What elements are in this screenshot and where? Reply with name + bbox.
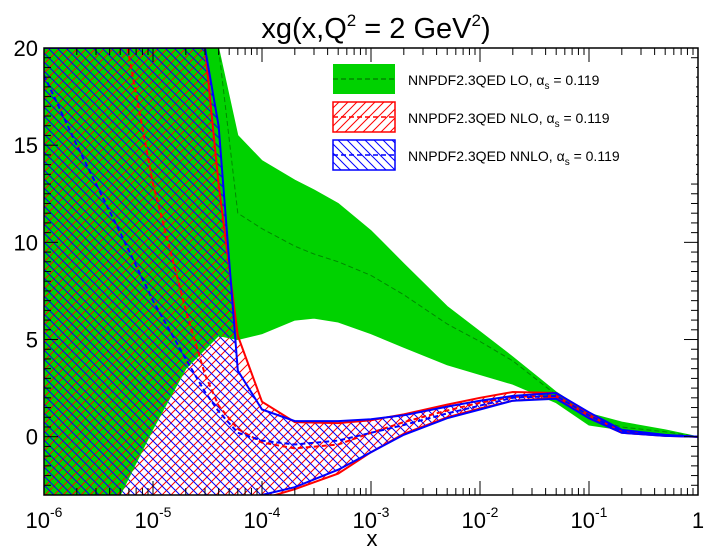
- y-tick-label: 10: [14, 230, 38, 255]
- x-tick-label: 10-3: [353, 504, 390, 533]
- y-tick-label: 0: [26, 425, 38, 450]
- nlo-central-line: [126, 48, 698, 450]
- x-tick-label: 10-2: [462, 504, 499, 533]
- x-tick-label: 10-5: [135, 504, 172, 533]
- nnlo-band: [44, 48, 698, 495]
- lo-central-line: [44, 48, 698, 438]
- x-tick-label: 1: [692, 508, 704, 533]
- x-axis-label: x: [367, 526, 378, 548]
- x-tick-label: 10-4: [244, 504, 281, 533]
- y-tick-label: 20: [14, 36, 38, 61]
- legend-label-nlo: NNPDF2.3QED NLO, αs = 0.119: [408, 110, 610, 130]
- chart-title: xg(x,Q2 = 2 GeV2): [261, 11, 490, 45]
- legend: NNPDF2.3QED LO, αs = 0.119 NNPDF2.3QED NL…: [328, 62, 696, 180]
- x-tick-label: 10-1: [571, 504, 608, 533]
- lo-lower-line: [44, 317, 698, 495]
- y-tick-label: 5: [26, 328, 38, 353]
- plot-area: [44, 48, 698, 495]
- legend-label-nnlo: NNPDF2.3QED NNLO, αs = 0.119: [408, 148, 620, 168]
- nnlo-upper-line: [44, 48, 698, 438]
- y-tick-label: 15: [14, 133, 38, 158]
- x-tick-label: 10-6: [26, 504, 63, 533]
- legend-label-lo: NNPDF2.3QED LO, αs = 0.119: [408, 72, 600, 92]
- nnlo-lower-line: [259, 397, 698, 495]
- nnlo-central-line: [44, 74, 698, 446]
